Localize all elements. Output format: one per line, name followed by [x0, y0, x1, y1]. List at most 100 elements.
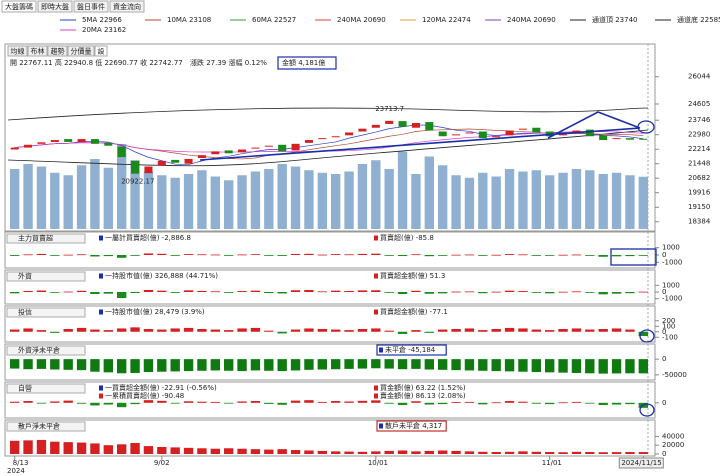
tab[interactable]	[73, 0, 109, 13]
tab[interactable]	[109, 0, 145, 13]
panel-value: 買賣超金額(億) -77.1	[380, 307, 448, 316]
y-tick-label: -1000	[662, 258, 682, 266]
y-tick-label: 23746	[688, 116, 711, 124]
bar	[558, 359, 568, 373]
panel-selector[interactable]	[6, 383, 86, 394]
series-swatch	[379, 347, 383, 353]
panel-label[interactable]: 主力買賣超	[18, 234, 53, 243]
volume-bar	[170, 177, 180, 229]
bar	[491, 329, 501, 332]
bar	[411, 401, 421, 403]
bar	[464, 254, 475, 256]
bar	[397, 450, 408, 454]
sub-tab[interactable]	[67, 45, 95, 57]
bar	[611, 328, 622, 332]
sub-panel	[4, 305, 656, 343]
bar	[331, 329, 341, 332]
bar	[277, 402, 287, 405]
sub-tab-label[interactable]: 設	[98, 47, 105, 56]
bar	[545, 359, 555, 373]
candle	[345, 132, 354, 136]
panel-label[interactable]: 外資淨未平倉	[18, 346, 60, 355]
change-info: 漲跌 27.39 漲幅 0.12%	[190, 58, 267, 67]
sub-tab-label[interactable]: 均線	[11, 47, 25, 56]
bar	[331, 359, 341, 370]
volume-bar	[224, 180, 234, 229]
bar	[384, 292, 394, 293]
bar	[304, 450, 314, 454]
bar	[397, 359, 408, 370]
bar	[411, 290, 421, 292]
bar	[478, 451, 488, 454]
panel-selector[interactable]	[6, 345, 86, 356]
candle	[264, 145, 273, 147]
volume-bar	[76, 165, 87, 229]
y-tick-label: 1000	[662, 244, 680, 252]
bar	[317, 329, 327, 332]
sub-tab[interactable]	[47, 45, 68, 57]
tab[interactable]	[37, 0, 73, 13]
sub-tab[interactable]	[94, 45, 108, 57]
bar	[317, 254, 327, 256]
panel-selector[interactable]	[6, 271, 86, 282]
bar	[638, 359, 648, 374]
panel-label[interactable]: 自營	[18, 384, 32, 393]
panel-selector[interactable]	[6, 233, 86, 244]
bar	[504, 401, 515, 403]
bar	[23, 440, 33, 454]
volume-bar	[585, 170, 595, 229]
bar	[10, 329, 20, 332]
x-tick-label: 10/01	[368, 459, 388, 467]
bar	[451, 291, 461, 293]
sub-tab-label[interactable]: 分價量	[71, 47, 92, 56]
bar	[611, 402, 622, 405]
sub-tab-label[interactable]: 布林	[31, 47, 45, 56]
panel-selector[interactable]	[6, 307, 86, 318]
legend-label: 通道頂 23740	[592, 15, 638, 24]
tab-label[interactable]: 資金流向	[113, 2, 141, 11]
amount-info: 金額 4,181億	[282, 58, 325, 67]
x-tick-label: 9/02	[154, 459, 170, 467]
panel-label[interactable]: 外資	[18, 272, 32, 281]
volume-bar	[638, 176, 648, 229]
bar	[545, 402, 555, 405]
y-tick-label: 0	[662, 251, 666, 259]
panel-value: 一買賣超金額(億) -22.91 (-0.56%)	[105, 383, 217, 392]
bar	[438, 359, 448, 370]
bar	[531, 451, 541, 454]
bar	[10, 292, 20, 294]
candle	[131, 160, 140, 174]
bar	[76, 290, 87, 292]
volume-bar	[317, 172, 327, 229]
sub-tab[interactable]	[7, 45, 28, 57]
tab-label[interactable]: 盤日事件	[77, 2, 105, 11]
y-tick-label: 19916	[688, 189, 711, 197]
y-tick-label: 0	[662, 328, 666, 336]
bar	[10, 440, 20, 454]
tab-label[interactable]: 大盤籌碼	[5, 2, 33, 11]
sub-panel	[4, 231, 656, 269]
panel-selector[interactable]	[6, 421, 86, 432]
bar	[585, 255, 595, 256]
sub-tab[interactable]	[27, 45, 48, 57]
bar	[438, 292, 448, 294]
bar	[571, 291, 582, 293]
sub-tab-label[interactable]: 趨勢	[51, 47, 65, 56]
volume-bar	[371, 160, 381, 229]
candle	[171, 159, 180, 163]
bar	[117, 255, 127, 258]
bar	[143, 253, 154, 255]
volume-bar	[210, 176, 220, 229]
tab[interactable]	[1, 0, 37, 13]
candle	[518, 128, 527, 130]
bar	[478, 330, 488, 332]
bar	[50, 401, 60, 403]
bar	[197, 359, 207, 371]
tab-label[interactable]: 即時大盤	[41, 2, 69, 11]
bar	[10, 359, 20, 369]
bar	[518, 291, 528, 292]
panel-label[interactable]: 散戶淨未平倉	[18, 422, 60, 431]
panel-label[interactable]: 投信	[18, 308, 32, 317]
bar	[504, 359, 515, 372]
highlight-box	[610, 248, 657, 266]
